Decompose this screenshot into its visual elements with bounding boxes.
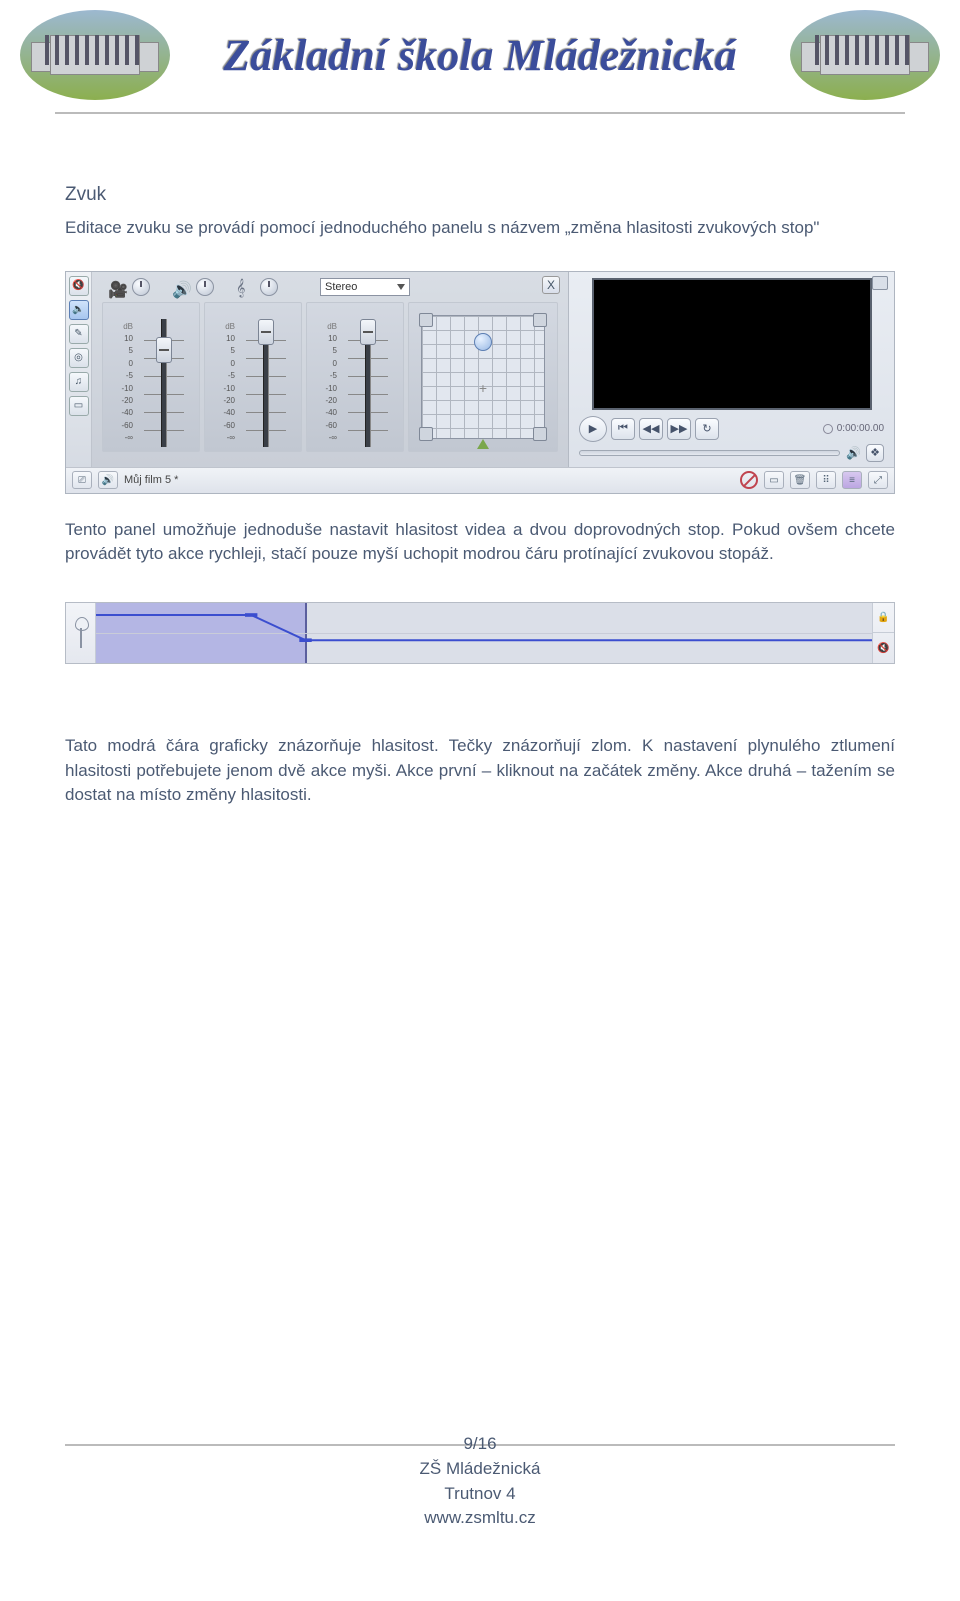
volume-line-screenshot: 🔒 🔇 <box>65 602 895 664</box>
audio-track-icon[interactable]: 🔊 <box>98 471 118 489</box>
page-title: Základní škola Mládežnická <box>223 30 736 81</box>
close-button[interactable]: X <box>542 276 560 294</box>
volume-track[interactable] <box>96 603 872 663</box>
channel-select[interactable]: Stereo <box>320 278 410 296</box>
record-indicator-icon <box>823 424 833 434</box>
speaker-fr-icon <box>533 313 547 327</box>
fader-thumb-3[interactable] <box>360 319 376 345</box>
fader-2: dB 1050-5-10-20-40-60-∞ <box>204 302 302 452</box>
settings-icon[interactable]: ❖ <box>866 444 884 462</box>
trash-icon[interactable]: 🗑 <box>790 471 810 489</box>
footer-url[interactable]: www.zsmltu.cz <box>424 1508 535 1527</box>
fader-1: dB 1050-5-10-20-40-60-∞ <box>102 302 200 452</box>
track-handle-column <box>66 603 96 663</box>
school-logo-left <box>20 10 170 100</box>
mixer-panel: X 🎥 🔊 𝄞 Stereo dB 1050-5-10-20-40-60-∞ <box>92 272 569 467</box>
fader-3: dB 1050-5-10-20-40-60-∞ <box>306 302 404 452</box>
grid-icon[interactable]: ⠿ <box>816 471 836 489</box>
surround-front-indicator <box>477 439 489 449</box>
seek-slider[interactable] <box>579 450 840 456</box>
paragraph-1: Editace zvuku se provádí pomocí jednoduc… <box>65 216 895 241</box>
balance-knob-3[interactable] <box>260 278 278 296</box>
side-frame-icon[interactable]: ▭ <box>69 396 89 416</box>
track-side-controls: 🔒 🔇 <box>872 603 894 663</box>
balance-knob-1[interactable] <box>132 278 150 296</box>
surround-center-icon: + <box>476 381 490 395</box>
section-title: Zvuk <box>65 184 895 206</box>
surround-panel: + <box>408 302 558 452</box>
side-mute-icon[interactable]: 🔇 <box>69 276 89 296</box>
treble-icon: 𝄞 <box>236 280 252 294</box>
speaker-rr-icon <box>533 427 547 441</box>
camera-icon: 🎥 <box>108 280 124 294</box>
expand-icon[interactable]: ⤢ <box>868 471 888 489</box>
disabled-icon <box>740 471 758 489</box>
side-music-icon[interactable]: ♫ <box>69 372 89 392</box>
footer-school: ZŠ Mládežnická <box>0 1457 960 1482</box>
loop-button[interactable]: ↻ <box>695 418 719 440</box>
school-logo-right <box>790 10 940 100</box>
prev-button[interactable]: ⏮ <box>611 418 635 440</box>
mute-icon[interactable]: 🔇 <box>873 633 894 663</box>
video-preview <box>592 278 872 410</box>
volume-icon[interactable]: 🔊 <box>846 446 860 460</box>
side-target-icon[interactable]: ◎ <box>69 348 89 368</box>
list-icon[interactable]: ≡ <box>842 471 862 489</box>
surround-position-marker[interactable] <box>474 333 492 351</box>
lock-icon[interactable]: 🔒 <box>873 603 894 634</box>
fader-scale-3: dB 1050-5-10-20-40-60-∞ <box>311 309 337 445</box>
preview-panel: ▶ ⏮ ◀◀ ▶▶ ↻ 0:00:00.00 🔊 ❖ <box>569 272 894 467</box>
side-volume-icon[interactable]: 🔈 <box>69 300 89 320</box>
spoon-icon <box>71 613 91 653</box>
paragraph-2: Tento panel umožňuje jednoduše nastavit … <box>65 518 895 567</box>
fader-scale-1: dB 1050-5-10-20-40-60-∞ <box>107 309 133 445</box>
fader-thumb-2[interactable] <box>258 319 274 345</box>
page-header: Základní škola Mládežnická <box>0 0 960 110</box>
forward-button[interactable]: ▶▶ <box>667 418 691 440</box>
timecode-display: 0:00:00.00 <box>823 423 884 434</box>
footer-city: Trutnov 4 <box>0 1482 960 1507</box>
speaker-fl-icon <box>419 313 433 327</box>
fader-scale-2: dB 1050-5-10-20-40-60-∞ <box>209 309 235 445</box>
side-edit-icon[interactable]: ✎ <box>69 324 89 344</box>
balance-knob-2[interactable] <box>196 278 214 296</box>
maximize-icon[interactable] <box>872 276 888 290</box>
project-name: Můj film 5 * <box>124 474 178 486</box>
speaker-icon: 🔊 <box>172 280 188 294</box>
timeline-icon[interactable]: ⎚ <box>72 471 92 489</box>
play-button[interactable]: ▶ <box>579 416 607 442</box>
status-bar: ⎚ 🔊 Můj film 5 * ▭ 🗑 ⠿ ≡ ⤢ <box>66 467 894 493</box>
rewind-button[interactable]: ◀◀ <box>639 418 663 440</box>
side-tool-strip: 🔇 🔈 ✎ ◎ ♫ ▭ <box>66 272 92 467</box>
paragraph-3: Tato modrá čára graficky znázorňuje hlas… <box>65 734 895 808</box>
speaker-rl-icon <box>419 427 433 441</box>
fader-thumb-1[interactable] <box>156 337 172 363</box>
tool-screen-icon[interactable]: ▭ <box>764 471 784 489</box>
page-footer: 9/16 ZŠ Mládežnická Trutnov 4 www.zsmltu… <box>0 1432 960 1531</box>
audio-editor-screenshot: 🔇 🔈 ✎ ◎ ♫ ▭ X 🎥 🔊 𝄞 Stereo <box>65 271 895 494</box>
page-number: 9/16 <box>0 1432 960 1457</box>
